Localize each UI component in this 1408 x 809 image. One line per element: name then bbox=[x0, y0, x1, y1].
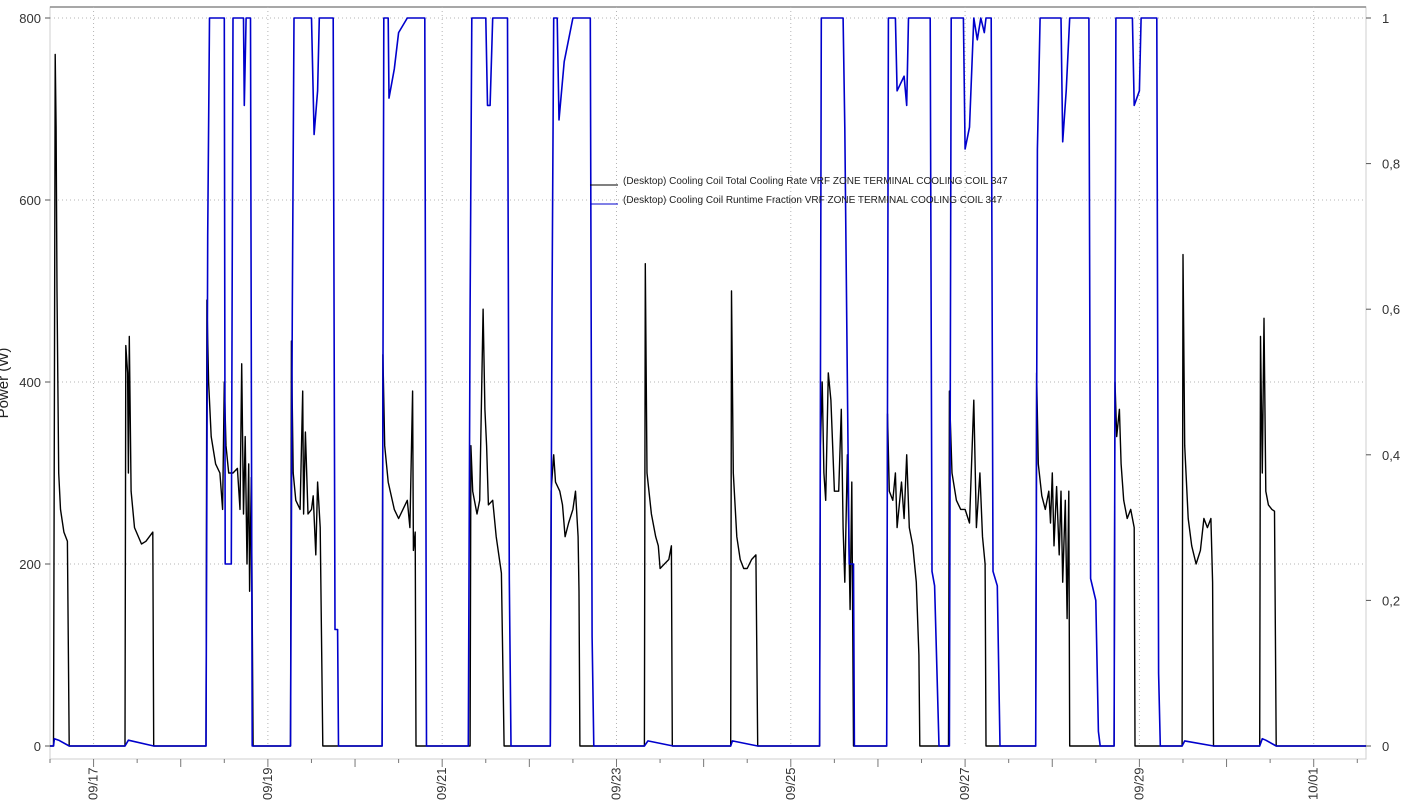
y-axis-left: 0 200 400 600 800 bbox=[19, 11, 50, 754]
series-line-runtime-fraction bbox=[50, 17, 1366, 747]
y-axis-title: Power (W) bbox=[0, 348, 12, 419]
legend: (Desktop) Cooling Coil Total Cooling Rat… bbox=[590, 176, 1008, 206]
y-tick-label: 600 bbox=[19, 193, 41, 208]
y-tick-label: 0 bbox=[34, 739, 41, 754]
y2-tick-label: 0,8 bbox=[1382, 157, 1400, 172]
plot-area bbox=[49, 6, 1367, 760]
series-layer bbox=[50, 17, 1366, 747]
y2-tick-label: 0,2 bbox=[1382, 593, 1400, 608]
y-axis-right: 0 0,2 0,4 0,6 0,8 1 bbox=[1366, 11, 1400, 754]
y-tick-label: 400 bbox=[19, 375, 41, 390]
y2-tick-label: 0,4 bbox=[1382, 448, 1400, 463]
x-tick-label: 09/21 bbox=[434, 767, 449, 800]
x-tick-label: 09/23 bbox=[608, 767, 623, 800]
x-tick-label: 09/27 bbox=[957, 767, 972, 800]
x-axis: 09/17 09/19 09/21 09/23 09/25 09/27 09/29 10/01 bbox=[49, 759, 1358, 800]
y2-tick-label: 0 bbox=[1382, 739, 1389, 754]
y2-tick-label: 0,6 bbox=[1382, 302, 1400, 317]
legend-label-cooling-rate: (Desktop) Cooling Coil Total Cooling Rat… bbox=[623, 176, 1008, 187]
x-tick-label: 09/29 bbox=[1131, 767, 1146, 800]
x-tick-label: 09/19 bbox=[260, 767, 275, 800]
y-tick-label: 200 bbox=[19, 557, 41, 572]
x-tick-label: 10/01 bbox=[1306, 767, 1321, 800]
y2-tick-label: 1 bbox=[1382, 11, 1389, 26]
legend-label-runtime-fraction: (Desktop) Cooling Coil Runtime Fraction … bbox=[623, 195, 1003, 206]
x-tick-label: 09/25 bbox=[783, 767, 798, 800]
series-line-cooling-rate bbox=[50, 53, 1366, 747]
x-tick-label: 09/17 bbox=[86, 767, 101, 800]
y-tick-label: 800 bbox=[19, 11, 41, 26]
